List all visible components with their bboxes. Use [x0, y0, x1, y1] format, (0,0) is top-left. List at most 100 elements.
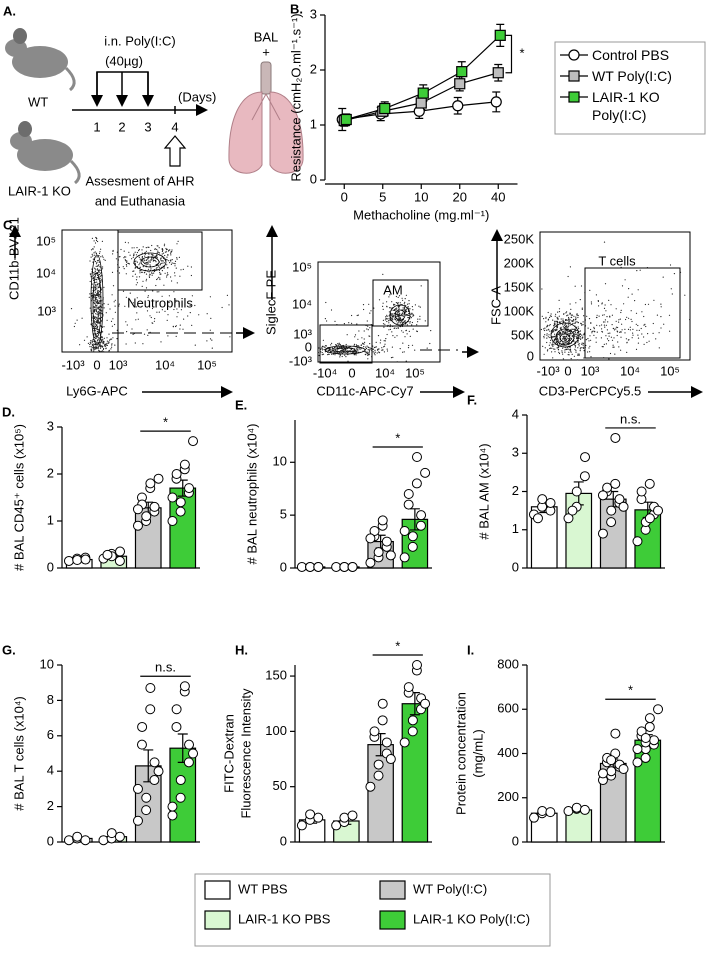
data-point [365, 557, 376, 568]
event-dot [338, 343, 340, 345]
event-dot [590, 322, 592, 324]
event-dot [333, 351, 335, 353]
event-dot [603, 324, 606, 326]
event-dot [561, 332, 563, 334]
event-dot [94, 318, 97, 320]
event-dot [100, 342, 102, 344]
event-dot [562, 342, 564, 344]
event-dot [558, 332, 560, 334]
day-label: 2 [118, 119, 125, 134]
event-dot [325, 345, 327, 347]
event-dot [145, 287, 148, 289]
event-dot [363, 338, 365, 340]
event-dot [154, 269, 156, 271]
plot-frame [61, 229, 233, 353]
event-dot [124, 259, 126, 261]
event-dot [345, 356, 347, 358]
event-dot [575, 351, 577, 353]
event-dot [368, 349, 370, 351]
event-dot [211, 339, 213, 341]
event-dot [378, 352, 381, 354]
event-dot [419, 306, 421, 308]
contour [92, 272, 102, 338]
event-dot [610, 336, 613, 338]
event-dot [93, 311, 95, 313]
marker [415, 97, 427, 109]
event-dot [341, 355, 343, 358]
event-dot [95, 306, 97, 308]
event-dot [95, 288, 97, 290]
event-dot [331, 342, 333, 344]
event-dot [401, 297, 403, 299]
event-dot [547, 311, 549, 314]
event-dot [167, 254, 169, 256]
data-point [571, 486, 582, 497]
data-point [114, 831, 125, 842]
marker [340, 113, 352, 126]
event-dot [163, 267, 165, 269]
day-label: 1 [93, 119, 100, 134]
event-dot [134, 342, 136, 344]
event-dot [93, 334, 95, 336]
event-dot [160, 263, 162, 265]
event-dot [102, 348, 104, 351]
event-dot [126, 265, 128, 267]
event-dot [601, 302, 603, 304]
event-dot [405, 330, 407, 332]
event-dot [575, 329, 577, 331]
event-dot [635, 323, 637, 325]
event-dot [641, 333, 643, 335]
event-dot [562, 319, 564, 322]
y-tick-label: 4 [512, 406, 519, 421]
event-dot [358, 345, 360, 347]
event-dot [658, 347, 660, 349]
x-tick-label: -10³ [536, 363, 560, 378]
event-dot [618, 319, 620, 321]
event-dot [401, 330, 403, 332]
event-dot [378, 299, 381, 301]
event-dot [95, 294, 97, 297]
event-dot [112, 253, 114, 255]
event-dot [209, 296, 211, 298]
event-dot [148, 253, 150, 255]
event-dot [178, 256, 180, 258]
event-dot [331, 350, 333, 352]
event-dot [382, 308, 384, 310]
event-dot [377, 335, 380, 337]
lungs-icon [228, 61, 304, 174]
event-dot [102, 343, 104, 345]
event-dot [322, 345, 324, 347]
event-dot [383, 346, 385, 348]
event-dot [583, 346, 585, 348]
event-dot [179, 328, 181, 330]
event-dot [561, 350, 563, 352]
event-dot [91, 346, 93, 348]
event-dot [627, 296, 629, 298]
event-dot [123, 268, 125, 270]
data-point [640, 733, 651, 744]
event-dot [331, 349, 333, 351]
data-point [153, 473, 164, 484]
event-dot [391, 346, 393, 348]
event-dot [566, 315, 568, 317]
event-dot [175, 299, 177, 301]
event-dot [566, 348, 568, 350]
event-dot [549, 330, 551, 332]
event-dot [610, 304, 612, 306]
event-dot [581, 337, 583, 339]
data-point [141, 511, 152, 522]
event-dot [621, 285, 624, 287]
data-point [597, 768, 608, 779]
event-dot [374, 349, 376, 351]
event-dot [404, 301, 406, 303]
event-dot [148, 276, 151, 278]
event-dot [338, 346, 340, 348]
event-dot [163, 245, 165, 247]
data-point [63, 555, 74, 566]
panel-label: A. [3, 3, 16, 18]
event-dot [182, 328, 184, 330]
event-dot [95, 304, 97, 306]
event-dot [166, 248, 168, 250]
event-dot [575, 349, 577, 351]
